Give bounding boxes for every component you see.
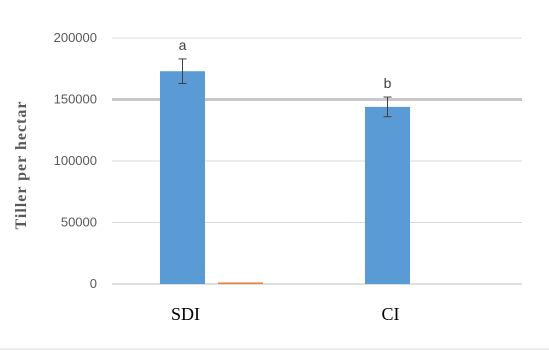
bars [160,71,410,285]
significance-label-ci: b [384,75,392,91]
bar-sdi-series-1 [160,71,205,285]
y-axis-label: Tiller per hectar [13,101,30,230]
error-bars [178,58,392,118]
y-tick-label: 50000 [61,215,97,230]
y-axis-ticks: 0 50000 100000 150000 200000 [54,30,97,291]
x-axis-categories: SDI CI [171,304,400,324]
y-tick-label: 0 [90,276,97,291]
category-label-ci: CI [382,304,400,324]
y-tick-label: 100000 [54,153,97,168]
y-tick-label: 150000 [54,92,97,107]
significance-labels: ab [179,37,392,91]
significance-label-sdi: a [179,37,187,53]
category-label-sdi: SDI [171,304,200,324]
bar-sdi-series-2 [218,282,263,284]
y-tick-label: 200000 [54,30,97,45]
bar-ci-series-1 [365,106,410,284]
